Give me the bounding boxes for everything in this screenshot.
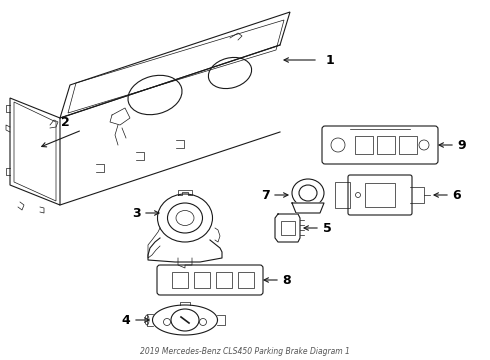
Bar [355, 136, 373, 154]
Bar [335, 182, 350, 208]
Text: 9: 9 [458, 139, 466, 152]
Text: 6: 6 [453, 189, 461, 202]
Text: 5: 5 [322, 221, 331, 234]
Bar [194, 272, 210, 288]
Bar [365, 183, 395, 207]
Text: 4: 4 [122, 314, 130, 327]
Bar [172, 272, 188, 288]
Text: 2: 2 [61, 116, 70, 129]
Polygon shape [292, 203, 324, 213]
Bar [377, 136, 395, 154]
Text: 8: 8 [283, 274, 292, 287]
Bar [238, 272, 254, 288]
Text: 3: 3 [132, 207, 140, 220]
Text: 2019 Mercedes-Benz CLS450 Parking Brake Diagram 1: 2019 Mercedes-Benz CLS450 Parking Brake … [140, 347, 350, 356]
Bar [216, 272, 232, 288]
Bar [399, 136, 417, 154]
Text: 1: 1 [326, 54, 335, 67]
Bar [281, 221, 295, 235]
Text: 7: 7 [261, 189, 270, 202]
